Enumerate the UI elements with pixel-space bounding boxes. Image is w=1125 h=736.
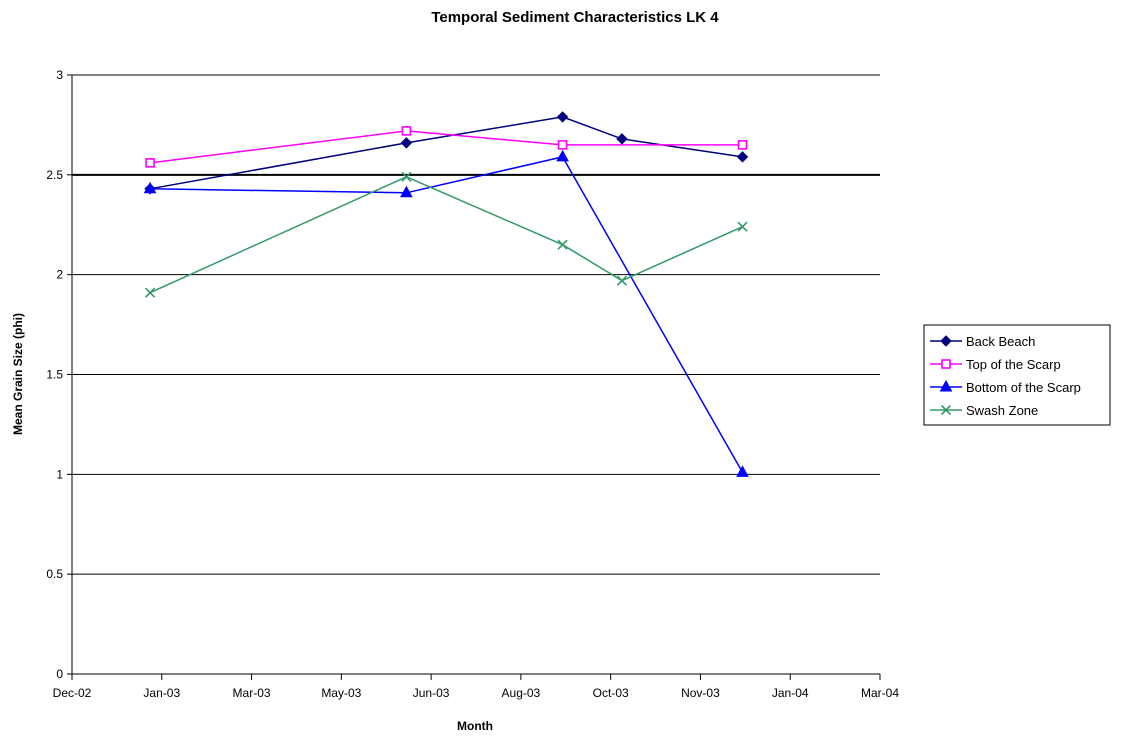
y-tick-label: 1 xyxy=(56,467,63,481)
data-point xyxy=(145,287,156,298)
y-tick-label: 1.5 xyxy=(46,368,63,382)
y-tick-label: 2 xyxy=(56,268,63,282)
data-point xyxy=(616,275,628,286)
data-point xyxy=(557,140,568,150)
data-point xyxy=(400,137,413,149)
y-axis-ticks: 0 0.5 1 1.5 2 2.5 3 xyxy=(46,68,72,681)
x-tick-label: Oct-03 xyxy=(593,686,629,700)
series-3 xyxy=(145,171,748,298)
chart-title: Temporal Sediment Characteristics LK 4 xyxy=(431,9,719,26)
x-tick-label: Jan-03 xyxy=(143,686,180,700)
data-point xyxy=(401,171,412,182)
series-line xyxy=(149,116,743,190)
legend-item: Bottom of the Scarp xyxy=(930,379,1081,395)
x-axis-title: Month xyxy=(457,719,493,733)
data-point xyxy=(557,239,568,250)
series-group xyxy=(143,111,749,477)
data-point xyxy=(556,149,569,162)
x-tick-label: Jan-04 xyxy=(772,686,809,700)
x-tick-label: Aug-03 xyxy=(502,686,541,700)
legend-label: Swash Zone xyxy=(966,403,1038,418)
x-tick-label: Nov-03 xyxy=(681,686,720,700)
data-point xyxy=(616,133,628,145)
series-1 xyxy=(145,126,748,168)
legend-marker xyxy=(941,359,951,369)
legend-label: Top of the Scarp xyxy=(966,357,1061,372)
legend-marker xyxy=(940,335,952,347)
data-point xyxy=(737,221,748,232)
legend-marker xyxy=(939,379,953,392)
legend-label: Bottom of the Scarp xyxy=(966,380,1081,395)
data-point xyxy=(736,465,749,477)
x-tick-label: Jun-03 xyxy=(413,686,450,700)
x-tick-label: Mar-04 xyxy=(861,686,899,700)
data-point xyxy=(736,151,749,163)
y-tick-label: 0.5 xyxy=(46,567,63,581)
x-axis-ticks: Dec-02 Jan-03 Mar-03 May-03 Jun-03 Aug-03 Oct-… xyxy=(53,674,899,700)
y-tick-label: 2.5 xyxy=(46,168,63,182)
legend-item: Back Beach xyxy=(930,334,1035,349)
x-tick-label: May-03 xyxy=(321,686,361,700)
data-point xyxy=(400,185,413,198)
series-line xyxy=(150,156,744,473)
gridlines xyxy=(72,74,880,575)
x-tick-label: Dec-02 xyxy=(53,686,92,700)
series-line xyxy=(149,130,743,164)
y-axis-title: Mean Grain Size (phi) xyxy=(11,313,25,435)
legend-item: Top of the Scarp xyxy=(930,357,1061,372)
legend-marker xyxy=(940,404,952,416)
data-point xyxy=(401,126,412,136)
x-tick-label: Mar-03 xyxy=(233,686,271,700)
legend-item: Swash Zone xyxy=(930,403,1038,418)
y-tick-label: 3 xyxy=(56,68,63,82)
data-point xyxy=(145,158,155,168)
legend: Back Beach Top of the Scarp Bottom of the … xyxy=(923,324,1111,426)
data-point xyxy=(143,181,157,194)
series-2 xyxy=(143,149,749,477)
data-point xyxy=(556,111,569,123)
series-line xyxy=(149,176,743,294)
y-tick-label: 0 xyxy=(56,667,63,681)
legend-label: Back Beach xyxy=(966,334,1035,349)
data-point xyxy=(737,140,748,150)
